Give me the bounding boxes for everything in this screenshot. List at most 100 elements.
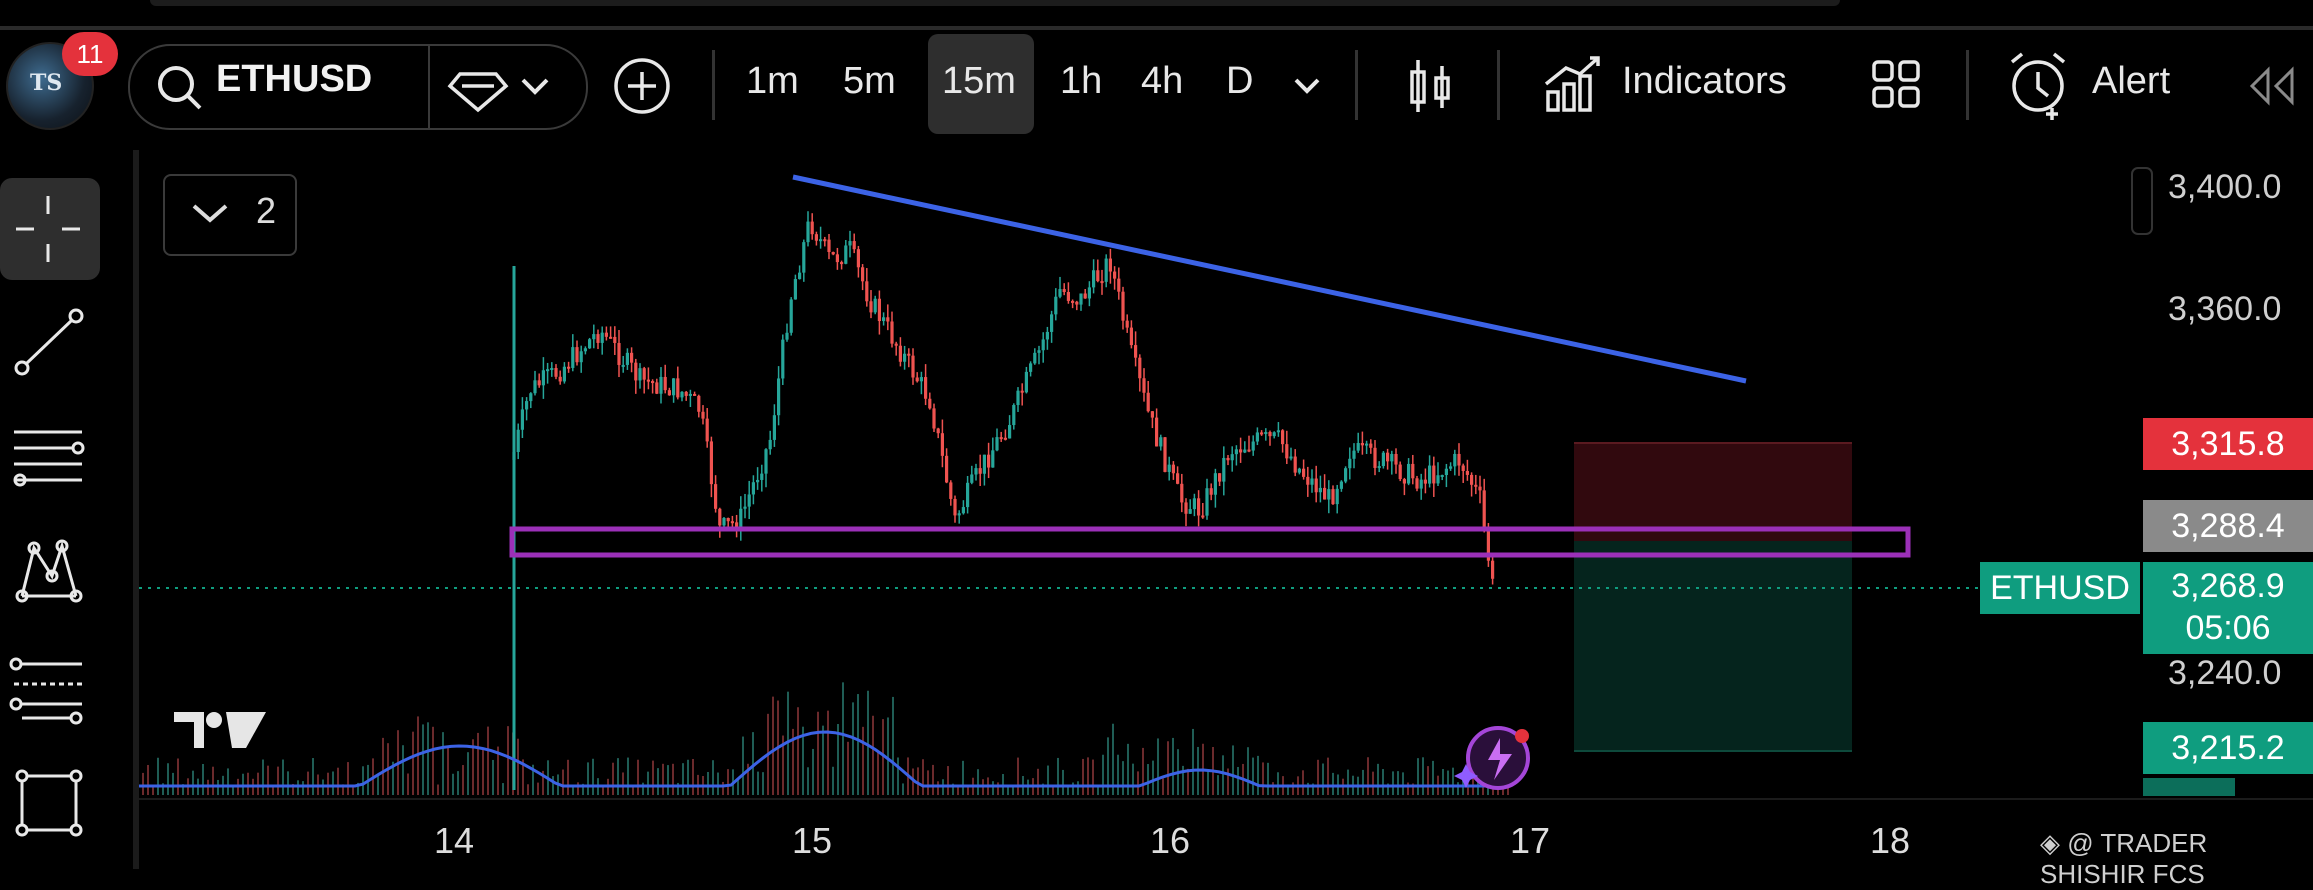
volume-bar xyxy=(1427,766,1429,795)
price-label-3240: 3,240.0 xyxy=(2168,654,2282,692)
candle-body xyxy=(764,449,768,474)
candle-body xyxy=(600,332,604,343)
current-price-tag: 3,268.9 05:06 xyxy=(2143,562,2313,654)
price-chart[interactable] xyxy=(0,0,2313,869)
volume-bar xyxy=(577,782,579,795)
volume-bar xyxy=(192,770,194,795)
candle-body xyxy=(1075,301,1079,305)
symbol-search[interactable] xyxy=(128,44,588,130)
candle-body xyxy=(541,370,545,386)
candle-body xyxy=(949,482,953,499)
volume-bar xyxy=(1097,786,1099,795)
volume-bar xyxy=(1137,771,1139,795)
avatar-initials: TS xyxy=(30,70,63,96)
price-label-3400: 3,400.0 xyxy=(2168,168,2282,206)
candlesticks xyxy=(512,211,1495,790)
stop-price-tag: 3,315.8 xyxy=(2143,418,2313,470)
candle-body xyxy=(1016,390,1020,406)
volume-bar xyxy=(277,766,279,795)
indicators-button[interactable]: Indicators xyxy=(1622,60,1787,102)
volume-bar xyxy=(857,694,859,795)
candle-body xyxy=(1239,449,1243,453)
candle-body xyxy=(1117,278,1121,292)
candle-body xyxy=(991,450,995,468)
volume-bar xyxy=(612,762,614,795)
legend-count: 2 xyxy=(256,190,277,231)
volume-bar xyxy=(822,725,824,795)
trendline[interactable] xyxy=(792,174,1747,384)
stop-loss-zone[interactable] xyxy=(1574,443,1852,541)
volume-bar xyxy=(1122,761,1124,795)
volume-bar xyxy=(377,774,379,795)
candle-body xyxy=(844,245,848,264)
current-price-value: 3,268.9 xyxy=(2171,567,2285,605)
candle-body xyxy=(1297,468,1301,473)
timeframe-1m[interactable]: 1m xyxy=(746,60,799,102)
candle-body xyxy=(676,378,680,398)
candle-body xyxy=(1436,475,1440,484)
timeframe-1h[interactable]: 1h xyxy=(1060,60,1103,102)
volume-bar xyxy=(917,767,919,795)
volume-bar xyxy=(447,746,449,795)
volume-bar xyxy=(1077,781,1079,795)
timeframe-5m[interactable]: 5m xyxy=(843,60,896,102)
volume-bar xyxy=(247,772,249,795)
scale-settings-box[interactable] xyxy=(2131,167,2153,235)
candle-body xyxy=(558,376,562,382)
volume-bar xyxy=(1087,757,1089,795)
notification-badge: 11 xyxy=(62,32,118,76)
symbol-label[interactable]: ETHUSD xyxy=(216,58,373,100)
volume-bar xyxy=(297,780,299,795)
timeframe-4h[interactable]: 4h xyxy=(1141,60,1184,102)
timeframe-15m[interactable]: 15m xyxy=(942,60,1016,102)
candle-body xyxy=(1222,457,1226,482)
candle-body xyxy=(1024,371,1028,393)
candle-body xyxy=(1255,432,1259,442)
volume-bar xyxy=(1432,760,1434,795)
volume-bar xyxy=(442,732,444,795)
tradingview-logo xyxy=(174,712,266,748)
take-profit-zone[interactable] xyxy=(1574,541,1852,751)
candle-body xyxy=(1066,292,1070,301)
volume-bar xyxy=(817,711,819,795)
candle-body xyxy=(1457,453,1461,466)
candle-body xyxy=(1176,473,1180,484)
chart-area[interactable] xyxy=(139,150,2313,799)
volume-bar xyxy=(657,768,659,795)
candle-body xyxy=(1289,456,1293,459)
candle-body xyxy=(646,379,650,382)
candle-body xyxy=(1398,464,1402,480)
volume-bar xyxy=(602,786,604,795)
volume-bar xyxy=(1232,745,1234,795)
volume-bar xyxy=(487,726,489,795)
alert-button[interactable]: Alert xyxy=(2092,60,2171,102)
toolbar-divider xyxy=(0,26,2313,30)
candle-body xyxy=(709,441,713,485)
candle-body xyxy=(1486,526,1490,561)
volume-bar xyxy=(1067,785,1069,795)
toolbar-separator xyxy=(1497,50,1500,120)
candle-body xyxy=(642,368,646,380)
volume-bar xyxy=(1262,762,1264,795)
candle-body xyxy=(1402,479,1406,484)
toolbar-separator xyxy=(712,50,715,120)
volume-bar xyxy=(717,772,719,795)
candle-body xyxy=(1197,498,1201,516)
volume-bar xyxy=(807,767,809,795)
support-zone[interactable] xyxy=(509,526,1911,558)
volume-bar xyxy=(1407,782,1409,795)
volume-bar xyxy=(227,768,229,795)
timeframe-d[interactable]: D xyxy=(1226,60,1254,102)
candle-body xyxy=(1339,481,1343,489)
candle-body xyxy=(1041,339,1045,351)
legend-toggle[interactable] xyxy=(163,174,297,256)
candle-body xyxy=(684,391,688,396)
candle-body xyxy=(747,494,751,507)
volume-bar xyxy=(1237,766,1239,795)
assistant-icon[interactable] xyxy=(1454,726,1530,790)
volume-bar xyxy=(212,766,214,795)
candle-body xyxy=(814,234,818,241)
candle-body xyxy=(1058,289,1062,297)
volume-bar xyxy=(1402,772,1404,795)
candle-body xyxy=(970,474,974,483)
